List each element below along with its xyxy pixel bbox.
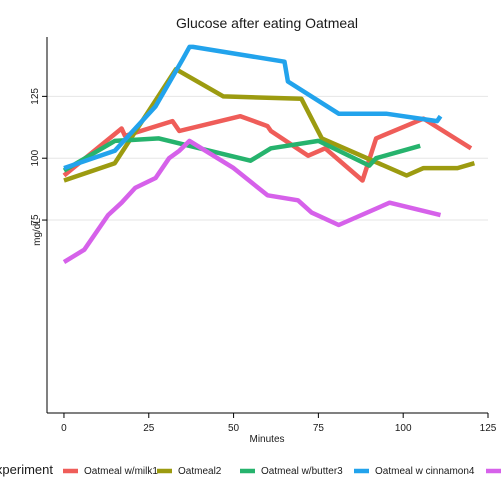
x-tick-label: 75 xyxy=(313,423,325,434)
legend: Experiment Oatmeal w/milk1 Oatmeal2 Oatmea… xyxy=(0,462,501,477)
series-lines xyxy=(62,44,476,265)
x-tick-label: 100 xyxy=(395,423,412,434)
chart-title: Glucose after eating Oatmeal xyxy=(176,15,358,31)
legend-label-1: Oatmeal w/milk1 xyxy=(84,466,158,477)
legend-label-3: Oatmeal w/butter3 xyxy=(261,466,343,477)
series-line-3 xyxy=(62,136,421,173)
x-tick-label: 0 xyxy=(61,423,67,434)
y-axis-ticks: 75 100 125 xyxy=(30,88,47,226)
y-axis-title: mg/dL xyxy=(32,218,43,246)
x-axis-title: Minutes xyxy=(249,434,284,445)
axes xyxy=(46,37,488,414)
series-line-4 xyxy=(63,44,443,171)
series-line-5 xyxy=(62,138,442,265)
x-tick-label: 25 xyxy=(143,423,155,434)
y-tick-label: 125 xyxy=(30,88,41,105)
x-tick-label: 125 xyxy=(480,423,497,434)
legend-label-4: Oatmeal w cinnamon4 xyxy=(375,466,475,477)
x-tick-label: 50 xyxy=(228,423,240,434)
y-tick-label: 100 xyxy=(30,149,41,166)
legend-label-2: Oatmeal2 xyxy=(178,466,222,477)
legend-title: Experiment xyxy=(0,462,53,477)
y-tick-label: 75 xyxy=(30,214,41,226)
x-axis-ticks: 0 25 50 75 100 125 xyxy=(61,413,497,434)
